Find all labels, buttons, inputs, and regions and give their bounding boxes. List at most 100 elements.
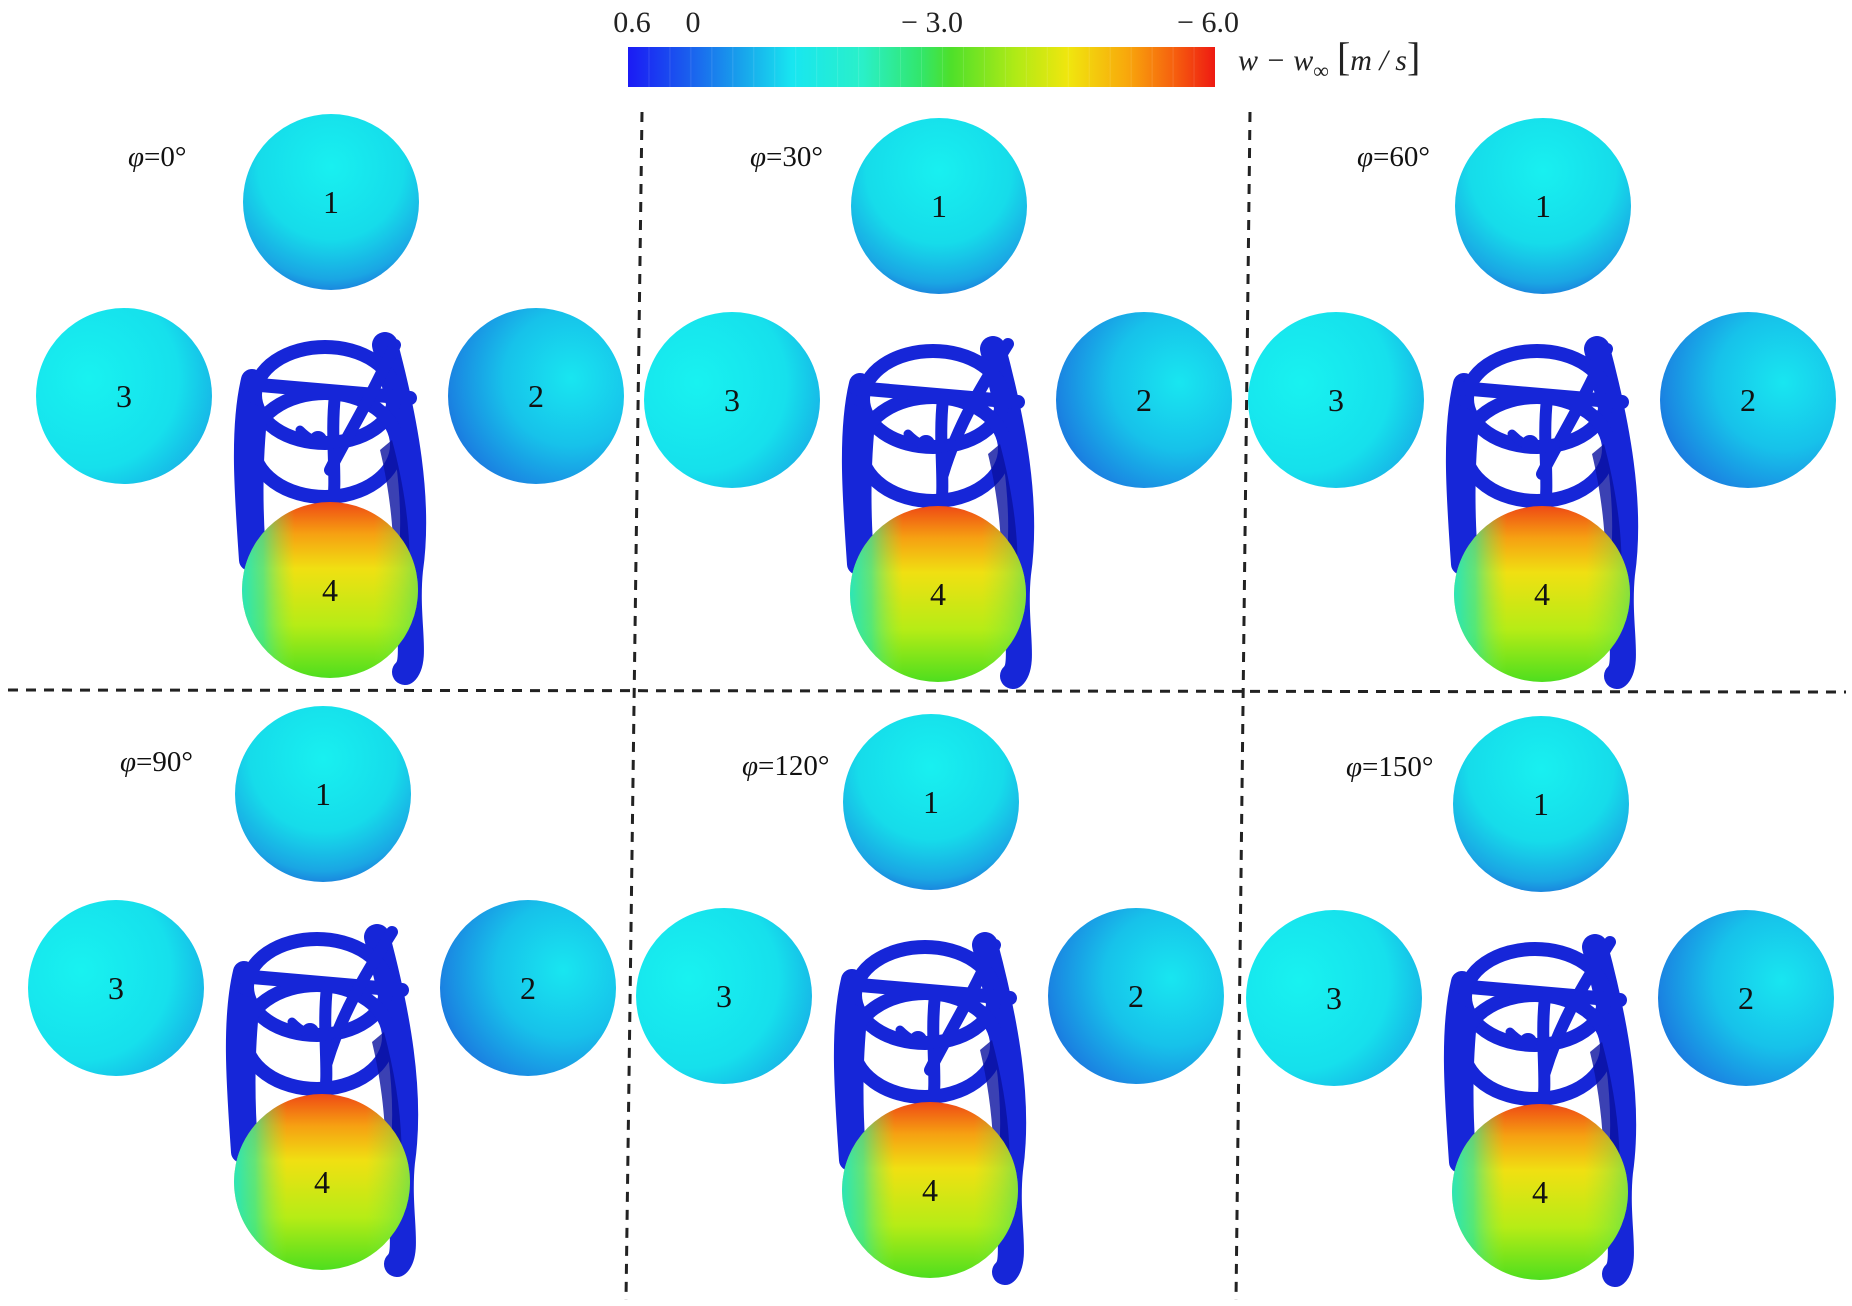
wake-node — [909, 1031, 927, 1049]
angle-value: =60° — [1373, 141, 1430, 173]
phi-symbol: φ — [120, 746, 136, 778]
wake-filament-core — [318, 981, 333, 1108]
panel-angle-label: φ=90° — [120, 746, 193, 778]
panel-angle-label: φ=150° — [1346, 751, 1434, 783]
sphere-3-body — [636, 908, 812, 1084]
sphere-3-body — [36, 308, 212, 484]
sphere-4-label: 4 — [322, 572, 338, 608]
sphere-2-label: 2 — [1738, 980, 1754, 1016]
sphere-1-label: 1 — [1535, 188, 1551, 224]
wake-filament-bar — [233, 969, 409, 997]
sphere-4-shading — [842, 1102, 1018, 1278]
colorbar-tick-zero: 0 — [686, 6, 701, 39]
sphere-2: 2 — [1056, 312, 1232, 488]
panels: φ=0°13 24φ=30°13 24φ=60°13 24φ=90°13 24φ=120… — [28, 114, 1836, 1287]
sphere-1: 1 — [1453, 716, 1629, 892]
sphere-2-body — [1660, 312, 1836, 488]
wake-filament-core — [1538, 393, 1553, 520]
colorbar-tick-max: 0.6 — [613, 6, 651, 39]
wake-filament-core — [1536, 991, 1551, 1118]
sphere-1-body — [843, 714, 1019, 890]
sphere-1-label: 1 — [323, 184, 339, 220]
panel-0: φ=0° 1 3 2 4 — [36, 114, 624, 685]
colorbar-tick-mid: − 3.0 — [901, 6, 963, 39]
sphere-1: 1 — [843, 714, 1019, 890]
panel-1: φ=30° 1 3 2 4 — [644, 118, 1232, 689]
colorbar-tick-min: − 6.0 — [1177, 6, 1239, 39]
colorbar: 0.6 0 − 3.0 − 6.0 w − w∞ [m / s] — [613, 6, 1420, 87]
sphere-1-body — [235, 706, 411, 882]
vortex-wake — [833, 932, 1027, 1285]
sphere-4: 4 — [242, 502, 418, 678]
wake-filament-bar — [241, 377, 417, 405]
sphere-3-label: 3 — [108, 970, 124, 1006]
panel-5: φ=150° 1 3 2 4 — [1246, 716, 1834, 1287]
wake-body-left — [233, 992, 260, 1167]
sphere-1-label: 1 — [923, 784, 939, 820]
sphere-3-body — [1246, 910, 1422, 1086]
sphere-3-body — [28, 900, 204, 1076]
panel-angle-label: φ=0° — [128, 141, 187, 173]
sphere-1-label: 1 — [1533, 786, 1549, 822]
sphere-4-shading — [242, 502, 418, 678]
wake-filament-bar — [841, 977, 1017, 1005]
angle-value: =150° — [1362, 751, 1433, 783]
sphere-4: 4 — [850, 506, 1026, 682]
sphere-3-label: 3 — [724, 382, 740, 418]
vortex-wake — [841, 336, 1035, 689]
panel-3: φ=90° 1 3 2 4 — [28, 706, 616, 1277]
sphere-3-label: 3 — [1326, 980, 1342, 1016]
wake-node — [1519, 1033, 1537, 1051]
sphere-4: 4 — [842, 1102, 1018, 1278]
wake-filament-diagonal — [937, 338, 1014, 480]
sphere-2-body — [440, 900, 616, 1076]
phi-symbol: φ — [742, 750, 758, 782]
sphere-2: 2 — [1660, 312, 1836, 488]
sphere-4-label: 4 — [1532, 1174, 1548, 1210]
angle-value: =0° — [144, 141, 186, 173]
wake-node — [309, 431, 327, 449]
vortex-wake — [1443, 934, 1637, 1287]
sphere-1-label: 1 — [315, 776, 331, 812]
sphere-2-label: 2 — [1740, 382, 1756, 418]
sphere-4-shading — [234, 1094, 410, 1270]
sphere-3-body — [1248, 312, 1424, 488]
sphere-2-body — [1056, 312, 1232, 488]
sphere-1: 1 — [243, 114, 419, 290]
sphere-3: 3 — [1246, 910, 1422, 1086]
sphere-1: 1 — [851, 118, 1027, 294]
sphere-2: 2 — [440, 900, 616, 1076]
wake-node — [1521, 435, 1539, 453]
sphere-3: 3 — [1248, 312, 1424, 488]
sphere-1-label: 1 — [931, 188, 947, 224]
angle-value: =120° — [758, 750, 829, 782]
wake-body-left — [1453, 404, 1480, 579]
wake-filament-bar — [1451, 979, 1627, 1007]
colorbar-gradient — [628, 47, 1215, 87]
angle-value: =90° — [136, 746, 193, 778]
sphere-4-shading — [850, 506, 1026, 682]
wake-body-left — [241, 400, 268, 575]
phi-symbol: φ — [1357, 141, 1373, 173]
panel-dividers — [7, 111, 1847, 1301]
sphere-1-body — [243, 114, 419, 290]
sphere-4-label: 4 — [1534, 576, 1550, 612]
wake-filament-diagonal — [1539, 936, 1616, 1078]
sphere-1: 1 — [1455, 118, 1631, 294]
colorbar-segment-lines — [648, 47, 1195, 87]
phi-symbol: φ — [1346, 751, 1362, 783]
wake-filament-core — [326, 389, 341, 516]
sphere-2-label: 2 — [1136, 382, 1152, 418]
sphere-3-label: 3 — [1328, 382, 1344, 418]
sphere-2: 2 — [1048, 908, 1224, 1084]
sphere-3: 3 — [636, 908, 812, 1084]
sphere-4-label: 4 — [930, 576, 946, 612]
sphere-1-body — [851, 118, 1027, 294]
wake-filament-bar — [1453, 381, 1629, 409]
sphere-4-label: 4 — [922, 1172, 938, 1208]
wake-body-left — [841, 1000, 868, 1175]
wake-node — [917, 435, 935, 453]
sphere-4-label: 4 — [314, 1164, 330, 1200]
wake-filament-diagonal — [321, 926, 398, 1068]
